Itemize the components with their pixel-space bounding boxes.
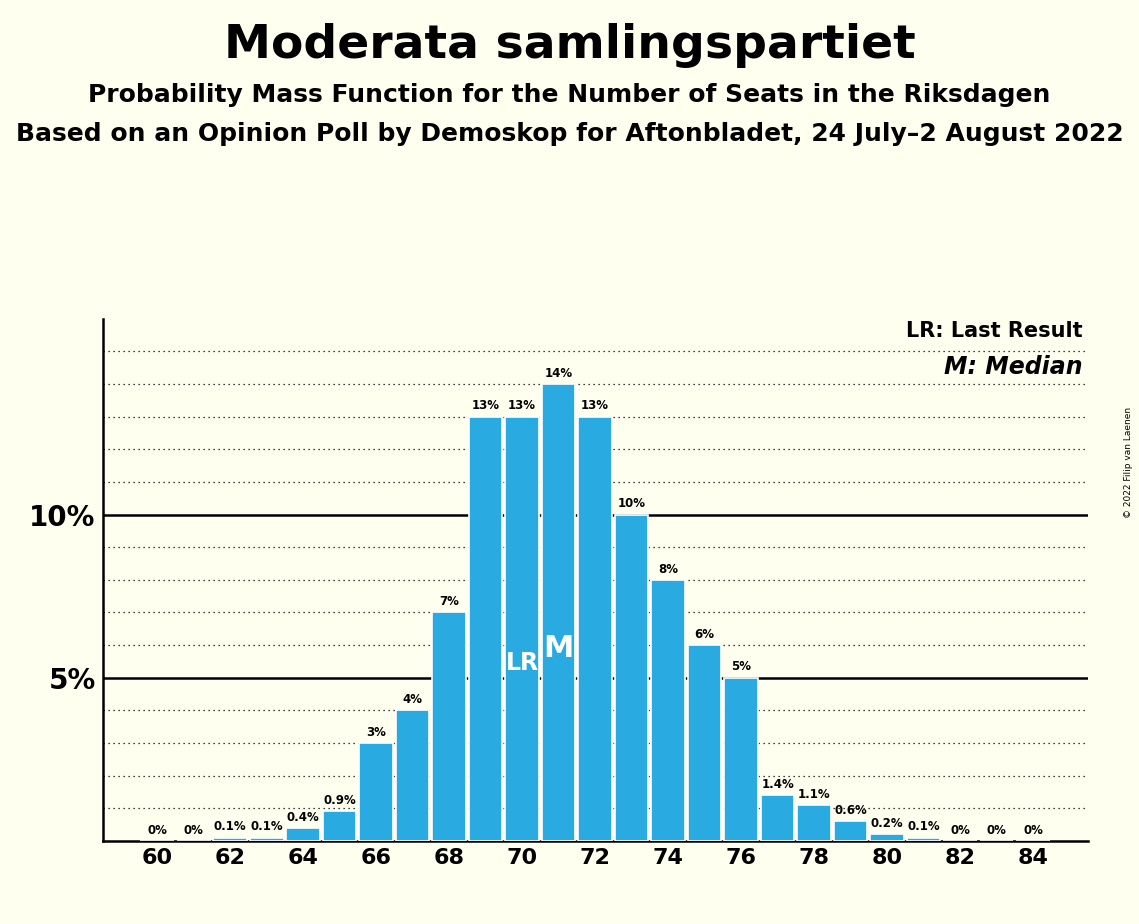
Text: © 2022 Filip van Laenen: © 2022 Filip van Laenen xyxy=(1124,407,1133,517)
Text: Probability Mass Function for the Number of Seats in the Riksdagen: Probability Mass Function for the Number… xyxy=(89,83,1050,107)
Text: 0%: 0% xyxy=(147,823,167,836)
Bar xyxy=(615,515,648,841)
Bar xyxy=(797,805,830,841)
Bar xyxy=(323,811,357,841)
Bar xyxy=(360,743,393,841)
Text: 10%: 10% xyxy=(617,497,646,510)
Bar xyxy=(652,580,685,841)
Bar xyxy=(506,417,539,841)
Text: LR: Last Result: LR: Last Result xyxy=(907,322,1083,341)
Text: 0.1%: 0.1% xyxy=(214,821,246,833)
Text: 0%: 0% xyxy=(986,823,1007,836)
Text: LR: LR xyxy=(506,650,539,675)
Text: 6%: 6% xyxy=(695,627,714,641)
Bar xyxy=(907,837,941,841)
Bar xyxy=(213,837,247,841)
Text: 0%: 0% xyxy=(183,823,204,836)
Bar xyxy=(761,796,794,841)
Text: 13%: 13% xyxy=(472,399,500,412)
Text: 0.2%: 0.2% xyxy=(870,817,903,830)
Text: 13%: 13% xyxy=(508,399,536,412)
Text: Moderata samlingspartiet: Moderata samlingspartiet xyxy=(223,23,916,68)
Text: 0.1%: 0.1% xyxy=(251,821,282,833)
Bar xyxy=(286,828,320,841)
Text: 0.1%: 0.1% xyxy=(908,821,940,833)
Text: 3%: 3% xyxy=(367,725,386,738)
Text: 13%: 13% xyxy=(581,399,609,412)
Bar xyxy=(433,613,466,841)
Text: 5%: 5% xyxy=(731,661,751,674)
Bar xyxy=(542,384,575,841)
Bar xyxy=(834,821,867,841)
Text: M: M xyxy=(543,635,574,663)
Bar xyxy=(579,417,612,841)
Bar xyxy=(249,837,284,841)
Text: 7%: 7% xyxy=(440,595,459,608)
Text: 0.4%: 0.4% xyxy=(287,810,320,823)
Text: 0%: 0% xyxy=(1023,823,1043,836)
Text: M: Median: M: Median xyxy=(944,356,1083,380)
Bar xyxy=(688,645,721,841)
Text: 14%: 14% xyxy=(544,367,573,380)
Text: 0.9%: 0.9% xyxy=(323,795,357,808)
Text: Based on an Opinion Poll by Demoskop for Aftonbladet, 24 July–2 August 2022: Based on an Opinion Poll by Demoskop for… xyxy=(16,122,1123,146)
Text: 8%: 8% xyxy=(658,563,678,576)
Bar xyxy=(396,711,429,841)
Text: 0%: 0% xyxy=(950,823,970,836)
Bar xyxy=(724,677,757,841)
Text: 0.6%: 0.6% xyxy=(834,804,867,817)
Text: 4%: 4% xyxy=(403,693,423,706)
Text: 1.4%: 1.4% xyxy=(761,778,794,791)
Text: 1.1%: 1.1% xyxy=(797,787,830,801)
Bar xyxy=(870,834,904,841)
Bar xyxy=(469,417,502,841)
